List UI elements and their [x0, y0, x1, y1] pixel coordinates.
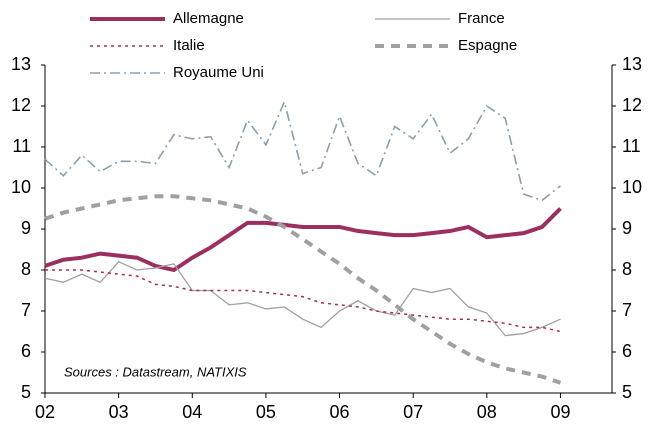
- legend-label: Royaume Uni: [173, 64, 264, 81]
- legend-label: Italie: [173, 37, 205, 54]
- series-line: [45, 269, 561, 333]
- y2-tick-label: 10: [622, 177, 642, 197]
- y2-tick-label: 7: [622, 300, 632, 320]
- x-tick-label: 08: [477, 402, 497, 422]
- y2-tick-label: 5: [622, 382, 632, 402]
- legend-label: Espagne: [458, 37, 517, 54]
- x-tick-label: 05: [256, 402, 276, 422]
- x-tick-label: 07: [403, 402, 423, 422]
- x-tick-label: 09: [550, 402, 570, 422]
- y-tick-label: 11: [12, 136, 31, 156]
- y2-tick-label: 13: [622, 54, 642, 74]
- y-tick-label: 6: [21, 341, 31, 361]
- y-tick-label: 9: [21, 218, 31, 238]
- x-tick-label: 06: [330, 402, 350, 422]
- y2-tick-label: 12: [622, 95, 642, 115]
- y-tick-label: 10: [11, 177, 31, 197]
- y2-tick-label: 11: [622, 136, 641, 156]
- series-line: [44, 261, 561, 337]
- y-tick-label: 13: [11, 54, 31, 74]
- x-tick-label: 02: [35, 402, 55, 422]
- y-tick-label: 5: [21, 382, 31, 402]
- series-line: [44, 194, 562, 385]
- legend-label: Allemagne: [173, 10, 244, 27]
- y-tick-label: 8: [21, 259, 31, 279]
- y-tick-label: 7: [21, 300, 31, 320]
- x-tick-label: 04: [182, 402, 202, 422]
- series-line: [44, 207, 562, 273]
- series-line: [44, 99, 561, 202]
- legend-label: France: [458, 10, 505, 27]
- x-tick-label: 03: [109, 402, 129, 422]
- y2-tick-label: 9: [622, 218, 632, 238]
- annotation: Sources : Datastream, NATIXIS: [64, 364, 247, 379]
- y2-tick-label: 6: [622, 341, 632, 361]
- y-tick-label: 12: [11, 95, 31, 115]
- y2-tick-label: 8: [622, 259, 632, 279]
